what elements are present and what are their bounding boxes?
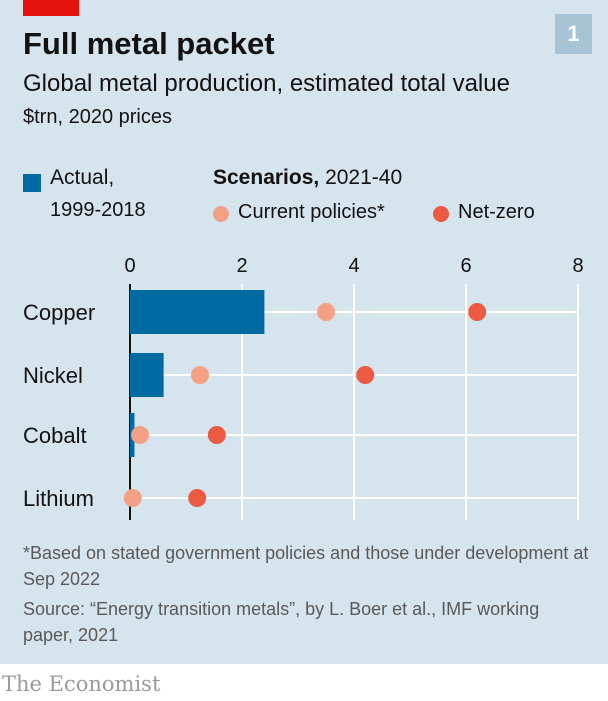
legend-scenarios-bold: Scenarios, <box>213 166 320 189</box>
footnote: *Based on stated government policies and… <box>23 543 589 589</box>
category-label: Cobalt <box>23 423 87 448</box>
bar-actual <box>130 353 164 397</box>
x-tick-label: 8 <box>572 255 583 277</box>
legend-actual-swatch <box>23 174 41 192</box>
dot-netzero <box>356 366 375 384</box>
chart-title: Full metal packet <box>23 26 275 61</box>
source-note: Source: “Energy transition metals”, by L… <box>23 599 540 645</box>
dot-netzero <box>468 303 487 321</box>
category-label: Nickel <box>23 363 83 388</box>
x-tick-label: 4 <box>348 255 359 277</box>
dot-netzero <box>207 426 226 444</box>
x-tick-label: 0 <box>124 255 135 277</box>
legend-current-dot <box>213 206 229 222</box>
legend-actual-period: 1999-2018 <box>50 199 146 221</box>
category-label: Lithium <box>23 486 94 511</box>
bar-actual <box>130 290 265 334</box>
legend-current-label: Current policies* <box>238 201 385 223</box>
dot-netzero <box>188 489 207 507</box>
dot-current-policies <box>123 489 142 507</box>
chart-plot: 0 2 4 6 8 Copper Nickel Cobalt Lithium <box>23 255 584 520</box>
category-label: Copper <box>23 300 95 325</box>
legend-scenarios-period: 2021-40 <box>319 166 403 189</box>
legend-actual-label: Actual, <box>50 166 115 189</box>
legend-netzero-dot <box>433 206 449 222</box>
x-tick-label: 2 <box>236 255 247 277</box>
dot-current-policies <box>131 426 150 444</box>
dot-current-policies <box>191 366 209 384</box>
chart-panel <box>0 0 608 664</box>
brand-red-bar <box>23 0 79 16</box>
x-tick-label: 6 <box>460 255 471 277</box>
brand-wordmark: The Economist <box>2 672 161 696</box>
chart-subtitle: Global metal production, estimated total… <box>23 70 510 97</box>
chart-number-badge: 1 <box>555 14 592 54</box>
dot-current-policies <box>317 303 335 321</box>
chart-unit: $trn, 2020 prices <box>23 106 172 128</box>
legend-netzero-label: Net-zero <box>458 201 535 223</box>
legend-scenarios-label: Scenarios, 2021-40 <box>213 166 402 190</box>
